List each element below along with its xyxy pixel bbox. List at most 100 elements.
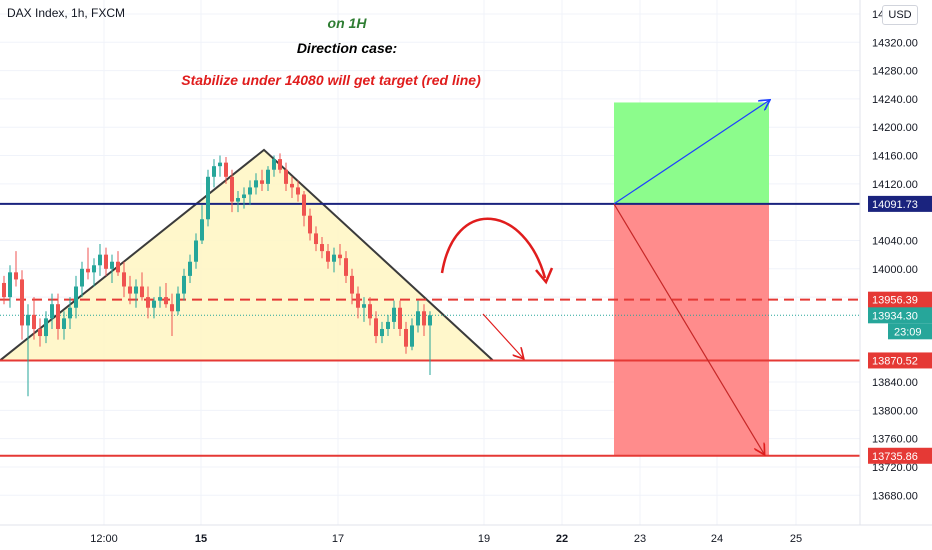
- price-tag-label: 13934.30: [872, 310, 918, 322]
- candle-body[interactable]: [362, 304, 366, 308]
- y-tick-label: 13760.00: [872, 434, 918, 446]
- candle-body[interactable]: [218, 162, 222, 167]
- candle-body[interactable]: [398, 307, 402, 329]
- candle-body[interactable]: [14, 272, 18, 280]
- candle-body[interactable]: [350, 275, 354, 294]
- candle-body[interactable]: [296, 187, 300, 195]
- candle-body[interactable]: [164, 297, 168, 305]
- candle-body[interactable]: [194, 240, 198, 262]
- candle-body[interactable]: [266, 169, 270, 184]
- target-down-arrow[interactable]: [613, 203, 764, 454]
- candle-body[interactable]: [182, 275, 186, 294]
- candle-body[interactable]: [8, 272, 12, 298]
- price-tag-label: 13735.86: [872, 451, 918, 463]
- countdown-label: 23:09: [894, 326, 922, 338]
- candle-body[interactable]: [86, 268, 90, 273]
- candle-body[interactable]: [410, 325, 414, 347]
- candle-body[interactable]: [230, 176, 234, 202]
- price-tag: [868, 307, 932, 324]
- y-tick-label: 14000.00: [872, 264, 918, 276]
- target-up-arrow[interactable]: [613, 100, 769, 205]
- candle-body[interactable]: [374, 318, 378, 337]
- candle-body[interactable]: [206, 176, 210, 220]
- candle-body[interactable]: [170, 304, 174, 312]
- candle-body[interactable]: [272, 159, 276, 170]
- candle-body[interactable]: [326, 251, 330, 262]
- candle-body[interactable]: [98, 254, 102, 266]
- curved-arrow[interactable]: [440, 217, 547, 279]
- candle-body[interactable]: [308, 215, 312, 234]
- candle-body[interactable]: [80, 268, 84, 287]
- candle-body[interactable]: [290, 183, 294, 188]
- candle-body[interactable]: [368, 304, 372, 319]
- candle-body[interactable]: [56, 304, 60, 329]
- candle-body[interactable]: [188, 261, 192, 276]
- annotation-target: Stabilize under 14080 will get target (r…: [181, 72, 481, 88]
- candle-body[interactable]: [302, 194, 306, 216]
- candle-body[interactable]: [62, 318, 66, 329]
- candle-body[interactable]: [152, 300, 156, 308]
- candle-body[interactable]: [110, 261, 114, 269]
- candle-body[interactable]: [128, 286, 132, 294]
- candle-body[interactable]: [38, 328, 42, 337]
- candle-body[interactable]: [176, 293, 180, 312]
- candle-body[interactable]: [338, 254, 342, 259]
- candle-body[interactable]: [92, 265, 96, 273]
- candle-body[interactable]: [212, 166, 216, 177]
- candle-body[interactable]: [386, 321, 390, 329]
- currency-button[interactable]: USD: [882, 5, 918, 25]
- candle-body[interactable]: [344, 258, 348, 276]
- y-tick-label: 13840.00: [872, 377, 918, 389]
- candle-body[interactable]: [26, 314, 30, 326]
- candle-body[interactable]: [356, 293, 360, 308]
- countdown-tag: [888, 323, 932, 340]
- candle-body[interactable]: [254, 180, 258, 188]
- candle-body[interactable]: [314, 233, 318, 245]
- x-tick-label: 24: [711, 533, 723, 545]
- candle-body[interactable]: [242, 194, 246, 199]
- price-tag-label: 13956.39: [872, 295, 918, 307]
- candle-body[interactable]: [2, 282, 6, 298]
- y-tick-label: 14040.00: [872, 235, 918, 247]
- candle-body[interactable]: [428, 315, 432, 326]
- candle-body[interactable]: [248, 187, 252, 195]
- candle-body[interactable]: [392, 307, 396, 322]
- candle-body[interactable]: [416, 311, 420, 326]
- candle-body[interactable]: [380, 328, 384, 337]
- candle-body[interactable]: [278, 159, 282, 170]
- candle-body[interactable]: [20, 279, 24, 326]
- y-tick-label: 14120.00: [872, 179, 918, 191]
- candle-body[interactable]: [74, 286, 78, 308]
- candle-body[interactable]: [404, 328, 408, 347]
- candle-body[interactable]: [50, 304, 54, 319]
- candle-body[interactable]: [284, 169, 288, 184]
- candle-body[interactable]: [104, 254, 108, 269]
- candle-body[interactable]: [134, 286, 138, 294]
- candle-body[interactable]: [140, 286, 144, 298]
- candle-body[interactable]: [260, 180, 264, 184]
- candle-body[interactable]: [146, 297, 150, 308]
- y-tick-label: 14320.00: [872, 37, 918, 49]
- y-tick-label: 14160.00: [872, 151, 918, 163]
- annotation-direction: Direction case:: [296, 40, 398, 56]
- candle-body[interactable]: [320, 244, 324, 252]
- candle-body[interactable]: [158, 297, 162, 301]
- small-down-arrow[interactable]: [482, 313, 523, 358]
- candle-body[interactable]: [332, 254, 336, 262]
- price-tag-label: 14091.73: [872, 199, 918, 211]
- x-tick-label: 17: [332, 533, 344, 545]
- candle-body[interactable]: [44, 318, 48, 337]
- candle-body[interactable]: [224, 162, 228, 177]
- x-tick-label: 15: [195, 533, 207, 545]
- x-tick-label: 22: [556, 533, 568, 545]
- curved-arrow-head: [535, 267, 554, 285]
- candle-body[interactable]: [200, 219, 204, 241]
- candle-body[interactable]: [122, 272, 126, 287]
- candle-body[interactable]: [68, 307, 72, 319]
- candle-body[interactable]: [422, 311, 426, 326]
- candle-body[interactable]: [116, 261, 120, 273]
- candle-body[interactable]: [236, 198, 240, 202]
- candle-body[interactable]: [32, 314, 36, 329]
